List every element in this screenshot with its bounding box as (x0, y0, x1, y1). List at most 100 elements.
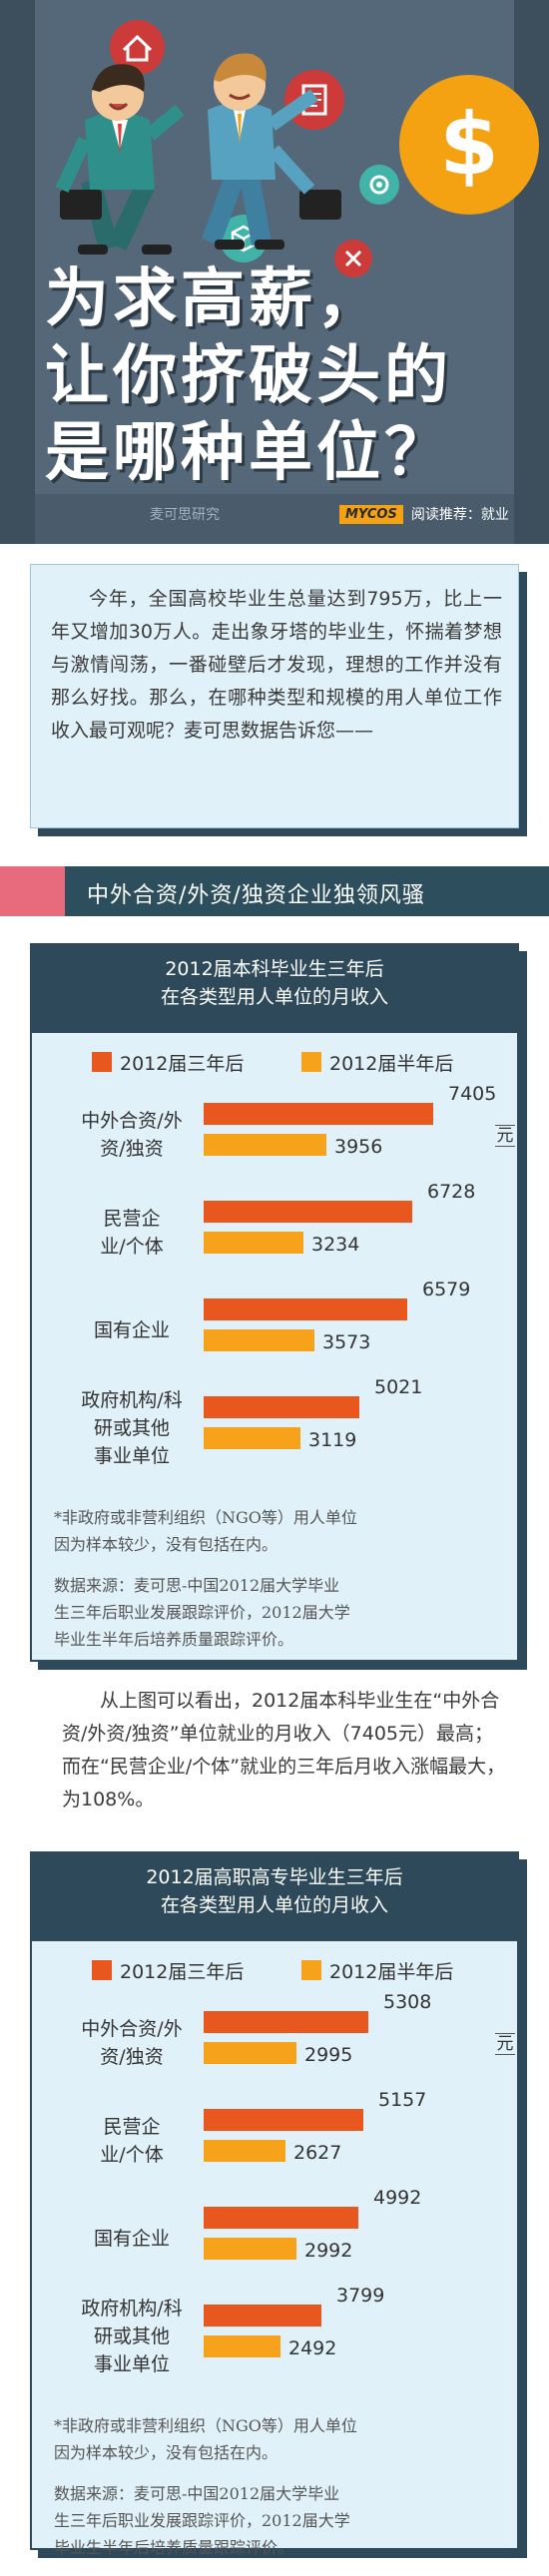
category-label-line: 事业单位 (93, 1445, 170, 1467)
data-label: 5157 (378, 2089, 427, 2111)
bar (204, 1427, 300, 1449)
section-bar: 中外合资/外资/独资企业独领风骚 (65, 866, 549, 916)
category-label-line: 国有企业 (93, 2228, 170, 2250)
source-line: 生三年后职业发展跟踪评价，2012届大学 (54, 1603, 350, 1622)
category-label-line: 研或其他 (93, 1417, 170, 1439)
category-label-text: 中外合资/外 资/独资 (81, 1107, 182, 1163)
source-line: 毕业生半年后培养质量跟踪评价。 (54, 1630, 294, 1649)
unit-label: 元 (495, 2033, 515, 2055)
category-label-line: 中外合资/外 (81, 1110, 183, 1132)
footnote-line: 因为样本较少，没有包括在内。 (54, 2443, 278, 2462)
bar (204, 1329, 314, 1351)
footnote-line: 因为样本较少，没有包括在内。 (54, 1535, 278, 1554)
category-label-line: 资/独资 (100, 2046, 164, 2068)
bar (204, 1103, 433, 1125)
hero-title-line3: 是哪种单位？ (45, 416, 452, 490)
category-label: 民营企业/个体 (62, 2109, 202, 2173)
legend-label: 2012届三年后 (120, 1960, 245, 1983)
category-label-text: 国有企业 (94, 1316, 170, 1344)
category-label-line: 国有企业 (93, 1319, 170, 1341)
intro-box: 今年，全国高校毕业生总量达到795万，比上一年又增加30万人。走出象牙塔的毕业生… (30, 564, 519, 828)
data-label: 3956 (334, 1136, 383, 1158)
data-label: 3119 (308, 1429, 357, 1451)
category-label-line: 中外合资/外 (81, 2018, 183, 2040)
source-line: 数据来源：麦可思-中国2012届大学毕业 (54, 1576, 340, 1595)
chart-header: 2012届本科毕业生三年后 在各类型用人单位的月收入 (32, 945, 517, 1033)
source-line: 毕业生半年后培养质量跟踪评价。 (54, 2538, 294, 2557)
data-label: 2992 (304, 2240, 353, 2262)
category-label-line: 民营企 (103, 2116, 161, 2138)
chart-source: 数据来源：麦可思-中国2012届大学毕业 生三年后职业发展跟踪评价，2012届大学… (54, 2480, 497, 2561)
bar (204, 2109, 363, 2131)
category-label-line: 资/独资 (100, 1138, 164, 1160)
analysis-text: 从上图可以看出，2012届本科毕业生在“中外合资/外资/独资”单位就业的月收入（… (62, 1690, 506, 1810)
legend-label: 2012届三年后 (120, 1052, 245, 1075)
data-label: 4992 (373, 2187, 422, 2209)
chart-source: 数据来源：麦可思-中国2012届大学毕业 生三年后职业发展跟踪评价，2012届大学… (54, 1572, 497, 1653)
category-label-text: 民营企 业/个体 (100, 1205, 163, 1261)
category-label-text: 中外合资/外 资/独资 (81, 2015, 182, 2071)
data-label: 6579 (422, 1279, 471, 1300)
hero-title-line2: 让你挤破头的 (45, 339, 452, 413)
legend-item: 2012届三年后 (92, 1955, 244, 1985)
category-label-line: 政府机构/科 (81, 2298, 183, 2319)
category-label-line: 民营企 (103, 1208, 161, 1230)
data-label: 2627 (293, 2142, 342, 2164)
data-label: 2492 (288, 2337, 337, 2359)
hero-strip-right (514, 0, 549, 544)
data-label: 2995 (304, 2044, 353, 2066)
category-label: 国有企业 (62, 1298, 202, 1362)
category-label-line: 研或其他 (93, 2325, 170, 2347)
data-label: 3234 (311, 1234, 360, 1256)
chart-header: 2012届高职高专毕业生三年后 在各类型用人单位的月收入 (32, 1853, 517, 1941)
dollar-sign: $ (439, 95, 499, 195)
chart-body: 2012届三年后 2012届半年后 中外合资/外 资/独资 7405 3956 民营企 业/个… (32, 1033, 517, 1660)
bar (204, 1396, 359, 1418)
footnote-line: *非政府或非营利组织（NGO等）用人单位 (54, 1508, 357, 1527)
section-header: 中外合资/外资/独资企业独领风骚 (0, 866, 549, 916)
gear-icon (359, 165, 399, 205)
chart-footnote: *非政府或非营利组织（NGO等）用人单位 因为样本较少，没有包括在内。 (54, 2412, 497, 2466)
category-label-text: 民营企业/个体 (100, 2113, 163, 2169)
legend-swatch (92, 1960, 112, 1980)
intro-text: 今年，全国高校毕业生总量达到795万，比上一年又增加30万人。走出象牙塔的毕业生… (51, 588, 502, 742)
unit-label: 元 (495, 1125, 515, 1147)
legend-item: 2012届半年后 (301, 1955, 453, 1985)
chart-title-line2: 在各类型用人单位的月收入 (160, 986, 388, 1008)
chart-title-line1: 2012届高职高专毕业生三年后 (146, 1866, 403, 1888)
mycos-logo: MYCOS (339, 504, 403, 524)
bar (204, 2305, 321, 2326)
category-label-line: 业/个体 (100, 2144, 164, 2166)
data-label: 3573 (322, 1331, 371, 1353)
category-label-text: 政府机构/科 研或其他事业单位 (81, 1386, 182, 1470)
category-label: 政府机构/科 研或其他 事业单位 (62, 2298, 202, 2375)
legend-swatch (301, 1960, 321, 1980)
bar (204, 1298, 407, 1320)
data-label: 6728 (427, 1181, 476, 1203)
section-title: 中外合资/外资/独资企业独领风骚 (87, 883, 425, 908)
data-label: 3799 (336, 2285, 385, 2307)
bar (204, 2042, 296, 2064)
category-label: 政府机构/科 研或其他事业单位 (62, 1389, 202, 1467)
data-label: 5308 (383, 1991, 432, 2013)
legend-item: 2012届半年后 (301, 1047, 453, 1077)
legend-item: 2012届三年后 (92, 1047, 244, 1077)
legend-label: 2012届半年后 (329, 1960, 454, 1983)
category-label: 中外合资/外 资/独资 (62, 1103, 202, 1167)
bar (204, 2011, 368, 2033)
data-label: 5021 (374, 1376, 423, 1398)
category-label-line: 政府机构/科 (81, 1389, 183, 1411)
category-label-text: 政府机构/科 研或其他 事业单位 (81, 2295, 182, 2378)
businessmen-illustration (55, 53, 341, 255)
bar (204, 1232, 303, 1254)
legend-label: 2012届半年后 (329, 1052, 454, 1075)
legend-swatch (92, 1052, 112, 1072)
hero-banner: $ 为求高薪， 让你挤破头的 是哪种单位？ MYCOS (0, 0, 549, 544)
hero-strip-left (0, 0, 35, 544)
dollar-icon: $ (399, 75, 539, 215)
chart-panel-bachelor: 2012届本科毕业生三年后 在各类型用人单位的月收入 2012届三年后 2012届… (30, 943, 519, 1662)
bar (204, 2238, 296, 2260)
category-label: 民营企 业/个体 (62, 1201, 202, 1265)
chart-footnote: *非政府或非营利组织（NGO等）用人单位 因为样本较少，没有包括在内。 (54, 1504, 497, 1558)
bar (204, 2335, 280, 2357)
